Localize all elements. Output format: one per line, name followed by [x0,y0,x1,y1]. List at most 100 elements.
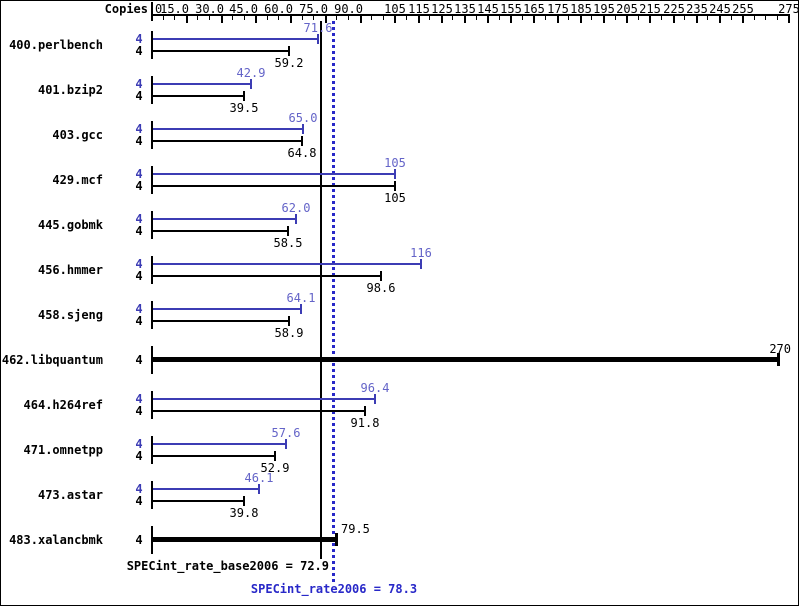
base-bar [153,275,381,277]
axis-tick [186,16,188,23]
base-bar-end-cap [394,181,396,191]
benchmark-label: 483.xalancbmk [9,533,103,547]
base-bar [153,140,302,142]
copies-value: 4 [135,533,143,547]
axis-tick [719,16,721,23]
peak-bar-end-cap [285,439,287,449]
axis-tick-label: 145 [477,2,499,16]
axis-tick [476,16,477,20]
axis-tick [731,16,732,20]
axis-tick [313,16,314,20]
axis-tick [649,16,651,23]
base-copies-value: 4 [135,449,143,463]
axis-tick [464,16,466,23]
axis-tick [487,16,489,23]
axis-tick [707,16,708,20]
peak-value-label: 96.4 [360,381,390,395]
axis-tick-label: 105 [384,2,406,16]
row-axis-cap [151,76,153,104]
row-axis-cap [151,121,153,149]
combined-bar [153,537,336,542]
axis-tick [406,16,407,20]
peak-value-label: 65.0 [288,111,318,125]
axis-tick-label: 60.0 [264,2,293,16]
axis-tick [197,16,198,20]
peak-copies-value: 4 [135,167,143,181]
axis-tick [522,16,523,20]
axis-tick-label: 175 [547,2,569,16]
axis-tick-label: 165 [523,2,545,16]
benchmark-label: 429.mcf [52,173,103,187]
axis-origin-line [151,2,153,21]
combined-value-label: 270 [769,342,791,356]
peak-bar-end-cap [302,124,304,134]
benchmark-label: 445.gobmk [37,218,103,232]
summary-peak-text: SPECint_rate2006 = 78.3 [250,582,418,596]
benchmark-label: 473.astar [37,488,103,502]
base-bar [153,50,289,52]
axis-tick [742,16,744,23]
axis-tick [278,16,279,20]
axis-tick [499,16,500,20]
row-axis-cap [151,526,153,554]
combined-bar [153,357,778,362]
combined-value-label: 79.5 [341,522,370,536]
row-axis-cap [151,481,153,509]
axis-tick-label: 235 [686,2,708,16]
summary-base-text: SPECint_rate_base2006 = 72.9 [126,559,329,573]
base-value-label: 91.8 [350,416,380,430]
benchmark-label: 464.h264ref [23,398,103,412]
axis-tick [221,16,223,23]
axis-tick [754,16,755,20]
base-value-label: 98.6 [366,281,396,295]
axis-tick-label: 245 [709,2,731,16]
peak-copies-value: 4 [135,77,143,91]
base-bar-end-cap [288,46,290,56]
axis-tick [429,16,430,20]
base-value-label: 64.8 [287,146,317,160]
axis-tick-label: 185 [570,2,592,16]
peak-copies-value: 4 [135,437,143,451]
axis-tick [255,16,257,23]
base-copies-value: 4 [135,89,143,103]
benchmark-label: 471.omnetpp [23,443,103,457]
peak-copies-value: 4 [135,392,143,406]
axis-tick-label: 215 [639,2,661,16]
base-bar [153,230,288,232]
peak-bar-end-cap [394,169,396,179]
axis-tick [545,16,546,20]
axis-tick [452,16,453,20]
base-bar [153,500,244,502]
axis-tick [777,16,778,20]
base-copies-value: 4 [135,224,143,238]
base-copies-value: 4 [135,314,143,328]
axis-tick-label: 135 [454,2,476,16]
peak-bar [153,83,251,85]
axis-tick [336,16,337,20]
base-bar-end-cap [243,496,245,506]
base-bar-end-cap [364,406,366,416]
peak-bar [153,488,259,490]
axis-tick-label: 115 [408,2,430,16]
axis-tick [684,16,685,20]
base-bar [153,410,365,412]
axis-tick-label: 155 [500,2,522,16]
axis-tick [325,16,327,23]
axis-tick-label: 255 [732,2,754,16]
axis-tick-label: 125 [431,2,453,16]
base-bar-end-cap [243,91,245,101]
peak-value-label: 57.6 [271,426,301,440]
axis-tick [533,16,535,23]
peak-copies-value: 4 [135,212,143,226]
row-axis-cap [151,391,153,419]
base-bar-end-cap [274,451,276,461]
axis-tick [591,16,592,20]
peak-bar-end-cap [295,214,297,224]
axis-tick [163,16,164,20]
combined-bar-end-cap [777,353,780,366]
benchmark-label: 456.hmmer [37,263,103,277]
axis-tick [360,16,362,23]
row-axis-cap [151,166,153,194]
peak-copies-value: 4 [135,482,143,496]
peak-value-label: 42.9 [236,66,266,80]
